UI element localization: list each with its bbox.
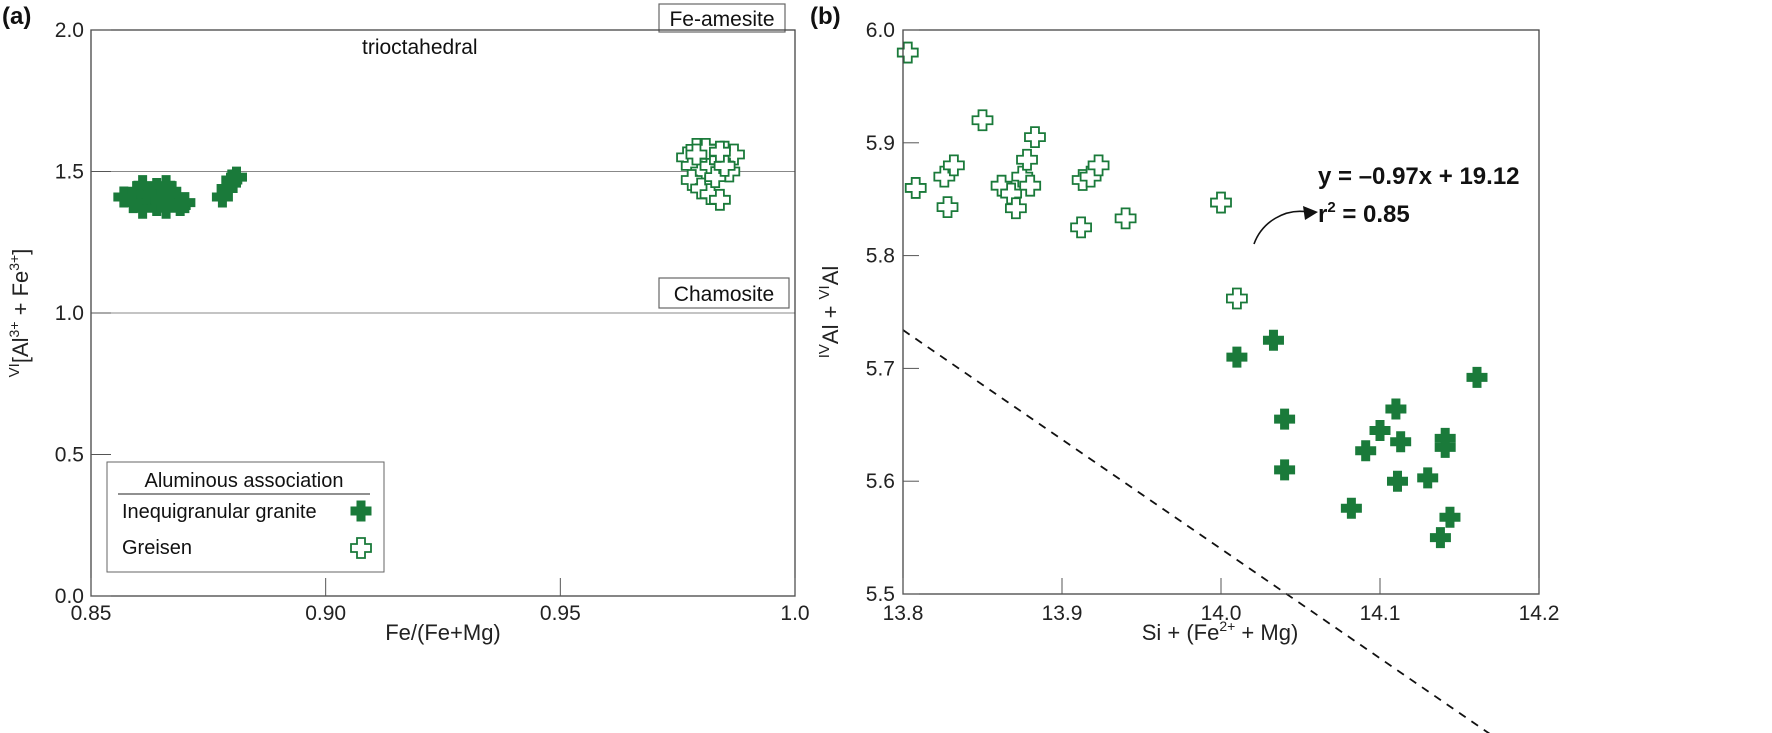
greisen-point — [1070, 216, 1092, 239]
regression-line — [902, 329, 1491, 733]
panel-a-x-tick-label: 1.0 — [780, 602, 809, 625]
greisen-point — [713, 154, 736, 177]
panel-b-y-axis-title-text: IVAl + VIAl — [816, 266, 843, 359]
greisen-point — [709, 140, 731, 163]
granite-point — [1466, 366, 1488, 388]
granite-point — [225, 166, 247, 188]
granite-point — [1417, 467, 1439, 489]
granite-point — [1369, 419, 1391, 441]
panel-b-y-axis-title: IVAl + VIAl — [816, 266, 843, 359]
granite-point — [1274, 459, 1296, 481]
panel-b-plot-frame — [902, 29, 1540, 595]
fe-amesite-box — [658, 3, 786, 33]
greisen-point — [1210, 191, 1232, 214]
panel-b-trendline — [902, 329, 1491, 733]
granite-point — [1434, 436, 1456, 458]
panel-b-x-tick-label: 14.2 — [1519, 602, 1560, 625]
greisen-point — [1226, 287, 1248, 310]
panel-a-y-tick-label: 0.5 — [55, 444, 84, 467]
panel-a: (a) trioctahedral Fe-amesite Chamosite 0… — [2, 3, 810, 645]
chamosite-label: Chamosite — [674, 283, 774, 306]
panel-b-y-tick-label: 5.8 — [866, 245, 895, 268]
granite-point — [1439, 506, 1461, 528]
greisen-point — [1087, 154, 1110, 177]
legend-frame — [106, 461, 385, 573]
granite-point — [174, 192, 196, 214]
panel-b-points — [896, 41, 1488, 549]
granite-point — [1386, 470, 1408, 492]
panel-a-y-tick-label: 0.0 — [55, 585, 84, 608]
greisen-point — [936, 196, 959, 218]
panel-b-y-tick-label: 5.9 — [866, 132, 895, 155]
greisen-point — [1016, 148, 1038, 171]
panel-a-x-tick-label: 0.95 — [540, 602, 581, 625]
r-squared-sup: 2 — [1327, 199, 1335, 216]
greisen-point — [971, 109, 994, 132]
panel-b-x-tick-label: 14.0 — [1201, 602, 1242, 625]
granite-point — [1262, 329, 1284, 351]
panel-a-x-tick-label: 0.90 — [305, 602, 346, 625]
panel-b: (b) 13.8 13.9 14.0 14.1 14.2 5.5 5.6 5.7 5.8 5.9 6… — [810, 3, 1559, 733]
greisen-point — [942, 154, 965, 177]
panel-b-y-tick-label: 5.6 — [866, 470, 895, 493]
panel-a-ticks: 0.85 0.90 0.95 1.0 0.0 0.5 1.0 1.5 2.0 — [55, 19, 810, 625]
panel-a-ref-lines — [91, 171, 795, 314]
greisen-point — [685, 143, 708, 166]
granite-point — [1385, 398, 1407, 420]
panel-a-y-axis-title-text: VI[Al3+ + Fe3+] — [6, 249, 33, 378]
panel-b-x-tick-label: 13.8 — [883, 602, 924, 625]
granite-point — [1340, 497, 1362, 519]
trioctahedral-label: trioctahedral — [362, 36, 478, 59]
panel-b-x-axis-title: Si + (Fe2+ + Mg) — [1142, 618, 1299, 645]
panel-a-y-tick-label: 2.0 — [55, 19, 84, 42]
regression-equation: y = –0.97x + 19.12 — [1318, 163, 1520, 190]
panel-b-y-tick-label: 5.5 — [866, 583, 895, 606]
granite-point — [1390, 431, 1412, 453]
panel-a-y-tick-label: 1.5 — [55, 161, 84, 184]
panel-b-y-tick-label: 5.7 — [866, 357, 895, 380]
greisen-point — [1114, 207, 1137, 230]
legend-granite-marker — [350, 500, 372, 522]
panel-b-ticks: 13.8 13.9 14.0 14.1 14.2 5.5 5.6 5.7 5.8 5.9 6.0 — [866, 19, 1560, 625]
legend-item-greisen: Greisen — [122, 537, 192, 559]
panel-b-y-tick-label: 6.0 — [866, 19, 895, 42]
granite-point — [1429, 527, 1451, 549]
legend: Aluminous association Inequigranular gra… — [106, 461, 385, 573]
r-squared-r: r — [1318, 201, 1327, 228]
chamosite-box — [658, 277, 790, 309]
granite-point — [1274, 408, 1296, 430]
granite-point — [1355, 440, 1377, 462]
greisen-point — [1019, 174, 1042, 197]
greisen-point — [709, 188, 731, 211]
r-squared-value: = 0.85 — [1336, 201, 1410, 228]
granite-point — [150, 189, 172, 211]
r-squared: r2 = 0.85 — [1318, 199, 1410, 228]
greisen-point — [1024, 126, 1046, 149]
legend-title: Aluminous association — [145, 470, 344, 492]
equation-arrowhead — [1303, 206, 1318, 220]
panel-a-x-axis-title-text: Fe/(Fe+Mg) — [385, 620, 501, 645]
panel-b-label: (b) — [810, 3, 841, 30]
greisen-point — [933, 165, 956, 188]
legend-greisen-marker — [350, 537, 372, 559]
panel-a-x-axis-title: Fe/(Fe+Mg) — [385, 620, 501, 645]
panel-a-y-tick-label: 1.0 — [55, 302, 84, 325]
greisen-point — [904, 177, 927, 199]
granite-point — [1226, 346, 1248, 368]
fe-amesite-label: Fe-amesite — [669, 8, 774, 31]
panel-a-x-tick-label: 0.85 — [71, 602, 112, 625]
greisen-point — [1004, 197, 1027, 220]
legend-item-granite: Inequigranular granite — [122, 501, 317, 523]
equation-arrow — [1253, 210, 1309, 245]
panel-a-points — [113, 137, 745, 219]
panel-b-x-tick-label: 13.9 — [1042, 602, 1083, 625]
panel-a-y-axis-title: VI[Al3+ + Fe3+] — [6, 249, 33, 378]
panel-b-x-tick-label: 14.1 — [1360, 602, 1401, 625]
greisen-point — [704, 166, 727, 189]
greisen-point — [896, 41, 919, 64]
legend-markers — [350, 500, 372, 559]
panel-a-label: (a) — [2, 3, 31, 30]
